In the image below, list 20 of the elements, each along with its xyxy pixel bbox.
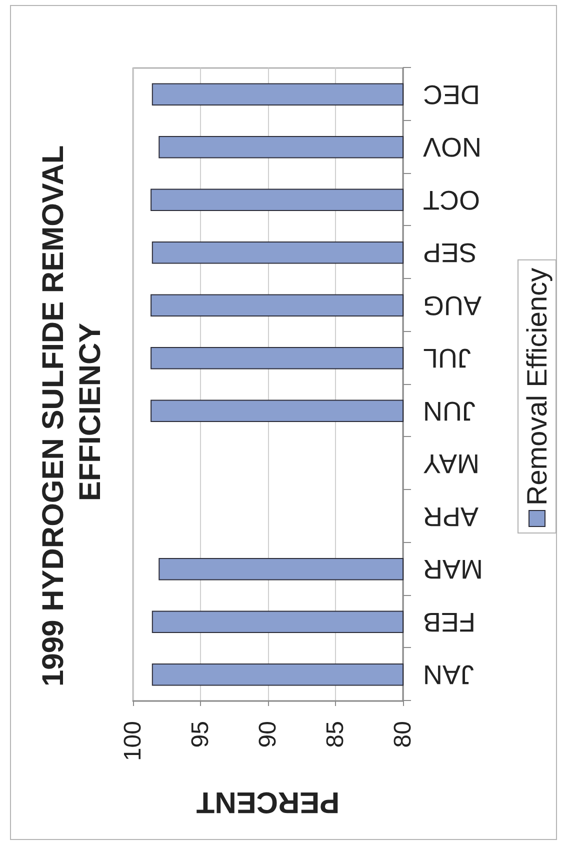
y-tick-label: JAN: [423, 660, 474, 690]
x-tick-label: 85: [322, 721, 349, 748]
y-tick-label: OCT: [423, 184, 480, 215]
y-tick-label: SEP: [423, 238, 478, 268]
y-tick-label: FEB: [423, 606, 476, 637]
y-tick-label: AUG: [423, 290, 482, 320]
y-tick-label: APR: [423, 501, 479, 532]
text: 1999 HYDROGEN SULFIDE REMOVAL EFFICIENCY: [37, 138, 107, 686]
x-tick-label: 100: [120, 721, 146, 762]
x-tick-label: 95: [187, 721, 214, 748]
y-tick-label: MAY: [423, 448, 480, 479]
x-axis-title: PERCENT: [196, 786, 340, 818]
text: Removal Efficiency: [522, 268, 552, 506]
x-tick-label: 80: [390, 721, 416, 748]
x-tick-label: 90: [254, 721, 282, 748]
y-tick-label: JUL: [423, 343, 472, 374]
y-tick-label: MAR: [423, 554, 483, 584]
y-tick-label: NOV: [423, 132, 482, 162]
y-tick-label: DEC: [423, 79, 480, 110]
y-tick-label: JUN: [423, 396, 476, 426]
